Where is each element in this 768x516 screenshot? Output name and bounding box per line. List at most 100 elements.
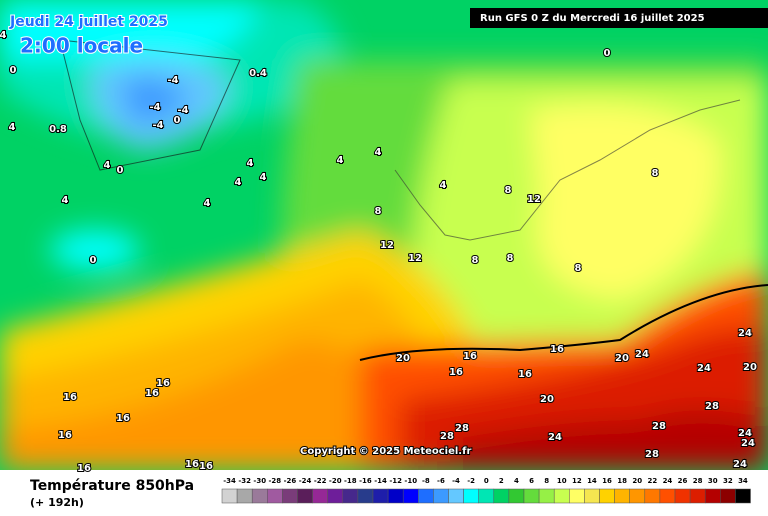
legend-label: 18 <box>617 477 627 485</box>
legend-label: 6 <box>529 477 534 485</box>
legend-label: 34 <box>738 477 748 485</box>
legend-swatch <box>342 488 359 504</box>
contour-label: 4 <box>247 158 254 169</box>
legend-label: 22 <box>647 477 657 485</box>
contour-label: 16 <box>449 367 463 378</box>
legend-label: -22 <box>314 477 327 485</box>
legend-swatch <box>327 488 344 504</box>
contour-label: 16 <box>156 378 170 389</box>
contour-label: -4 <box>177 105 188 116</box>
legend-swatch <box>584 488 600 504</box>
contour-label: 4 <box>260 172 267 183</box>
temperature-field <box>0 0 768 470</box>
run-box <box>470 8 768 28</box>
legend-swatch <box>629 488 646 504</box>
contour-label: 4 <box>104 160 111 171</box>
contour-label: 16 <box>63 392 77 403</box>
legend-swatch <box>387 488 404 504</box>
contour-label: 20 <box>540 394 554 405</box>
contour-label: 16 <box>199 461 213 472</box>
contour-label: 28 <box>440 431 454 442</box>
legend-swatch <box>418 488 434 504</box>
contour-label: -4 <box>167 75 178 86</box>
contour-label: 24 <box>741 438 755 449</box>
legend-label: 30 <box>708 477 718 485</box>
legend-label: -12 <box>389 477 402 485</box>
legend-label: -18 <box>344 477 357 485</box>
contour-label: 24 <box>635 349 649 360</box>
legend-label: 0 <box>484 477 489 485</box>
contour-label: 16 <box>116 413 130 424</box>
contour-label: 16 <box>77 463 91 474</box>
contour-label: 28 <box>652 421 666 432</box>
legend-swatch <box>538 488 555 504</box>
contour-label: -4 <box>152 120 163 131</box>
legend-label: -10 <box>404 477 417 485</box>
legend-label: 4 <box>514 477 519 485</box>
legend: -34 -32 -30 -28 -26 -24 -22 -20 -18 -16 -14 -12 -10-… <box>221 477 751 504</box>
contour-label: 20 <box>743 362 757 373</box>
legend-swatch <box>236 488 253 504</box>
contour-label: 24 <box>548 432 562 443</box>
contour-label: 12 <box>408 253 422 264</box>
contour-label: -4 <box>149 102 160 113</box>
legend-swatch <box>221 488 238 504</box>
contour-label: 4 <box>0 30 7 41</box>
contour-label: 12 <box>527 194 541 205</box>
legend-swatch <box>357 488 374 504</box>
footer-title: Température 850hPa <box>30 478 194 494</box>
contour-label: 4 <box>440 180 447 191</box>
legend-label: 16 <box>602 477 612 485</box>
contour-label: 0 <box>174 115 181 126</box>
legend-label: -30 <box>253 477 266 485</box>
contour-label: 28 <box>645 449 659 460</box>
legend-label: 26 <box>678 477 688 485</box>
legend-swatch <box>297 488 313 504</box>
legend-swatch <box>674 488 691 504</box>
legend-label: -16 <box>359 477 372 485</box>
legend-swatch <box>267 488 283 504</box>
legend-label: -14 <box>374 477 387 485</box>
run-text: Run GFS 0 Z du Mercredi 16 juillet 2025 <box>480 13 705 24</box>
contour-label: 16 <box>185 459 199 470</box>
contour-label: 8 <box>505 185 512 196</box>
legend-label: 8 <box>544 477 549 485</box>
legend-label: 2 <box>499 477 504 485</box>
legend-label: -28 <box>269 477 282 485</box>
legend-swatch <box>720 488 736 504</box>
legend-swatch <box>704 488 721 504</box>
legend-swatch <box>569 488 585 504</box>
legend-swatch <box>553 488 570 504</box>
legend-label: 10 <box>557 477 567 485</box>
contour-label: 8 <box>472 255 479 266</box>
legend-label: -24 <box>299 477 312 485</box>
legend-swatch <box>735 488 751 504</box>
contour-label: 0 <box>90 255 97 266</box>
contour-label: 28 <box>455 423 469 434</box>
legend-swatch <box>659 488 676 504</box>
contour-label: 4 <box>9 122 16 133</box>
time-text: 2:00 locale <box>20 34 143 58</box>
legend-label: -32 <box>238 477 251 485</box>
legend-label: 24 <box>663 477 673 485</box>
contour-label: 24 <box>697 363 711 374</box>
legend-swatch <box>689 488 706 504</box>
contour-label: 0.4 <box>249 68 267 79</box>
legend-swatch <box>448 488 464 504</box>
legend-swatch <box>478 488 495 504</box>
legend-swatch <box>282 488 298 504</box>
copyright: Copyright © 2025 Meteociel.fr <box>300 446 471 457</box>
contour-label: 0 <box>10 65 17 76</box>
contour-label: 16 <box>463 351 477 362</box>
date-text: Jeudi 24 juillet 2025 <box>9 14 168 30</box>
contour-label: 0.8 <box>49 124 67 135</box>
footer-lead: (+ 192h) <box>30 496 84 509</box>
legend-swatch <box>644 488 661 504</box>
legend-swatch <box>599 488 615 504</box>
legend-label: 20 <box>632 477 642 485</box>
contour-label: 20 <box>396 353 410 364</box>
contour-label: 4 <box>204 198 211 209</box>
legend-label: 14 <box>587 477 597 485</box>
legend-swatch <box>372 488 389 504</box>
